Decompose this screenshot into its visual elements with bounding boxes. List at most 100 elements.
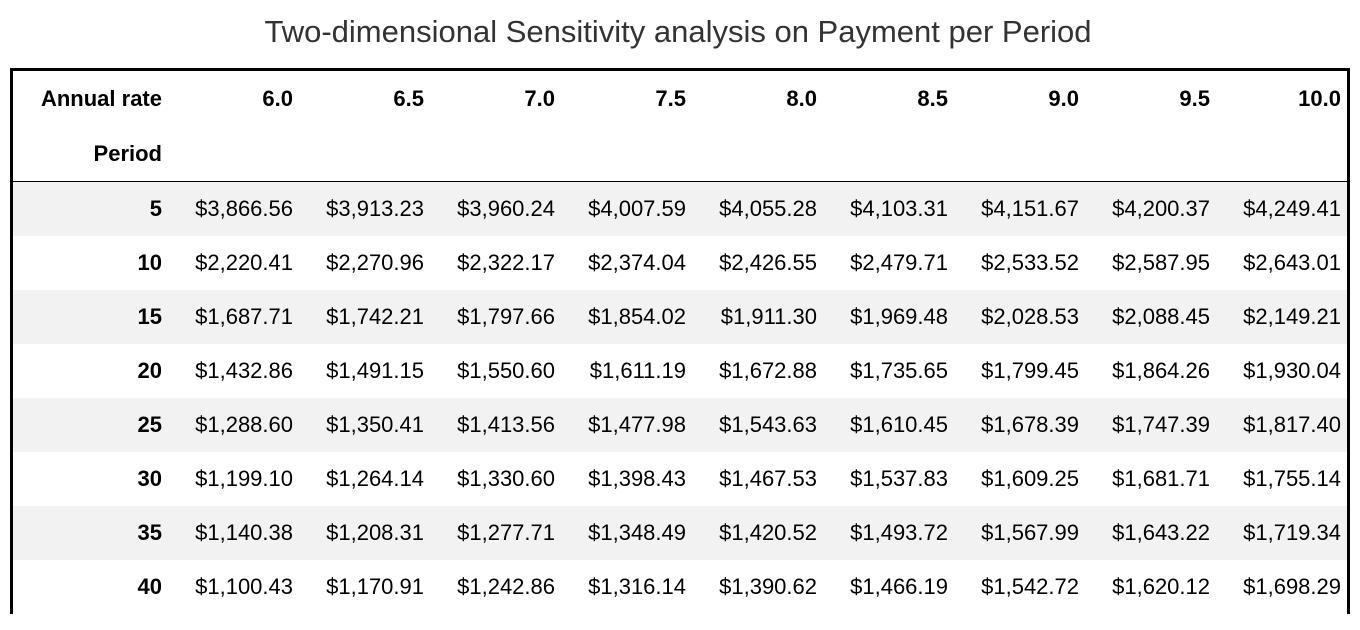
- table-cell: $1,911.30: [720, 304, 817, 329]
- table-row: 20 $1,432.86 $1,491.15 $1,550.60 $1,611.19 $1…: [13, 344, 1347, 398]
- row-label: 10: [137, 250, 162, 275]
- table-cell: $1,611.19: [589, 358, 686, 383]
- table-cell: $1,242.86: [457, 574, 555, 599]
- table-cell: $1,969.48: [850, 304, 948, 329]
- table-cell: $1,420.52: [719, 520, 817, 545]
- table-cell: $1,350.41: [326, 412, 424, 437]
- table-cell: $1,672.88: [719, 358, 817, 383]
- table-cell: $1,208.31: [326, 520, 424, 545]
- table-cell: $2,220.41: [195, 250, 293, 275]
- table-cell: $1,466.19: [850, 574, 948, 599]
- row-label: 5: [149, 196, 162, 221]
- row-label: 30: [137, 466, 162, 491]
- table-row: 30 $1,199.10 $1,264.14 $1,330.60 $1,398.43 $1…: [13, 452, 1347, 506]
- table-row: 15 $1,687.71 $1,742.21 $1,797.66 $1,854.02 $1…: [13, 290, 1347, 344]
- table-cell: $3,913.23: [326, 196, 424, 221]
- table-cell: $1,797.66: [457, 304, 555, 329]
- table-cell: $1,432.86: [195, 358, 293, 383]
- table-cell: $1,477.98: [588, 412, 686, 437]
- table-cell: $1,854.02: [588, 304, 686, 329]
- column-header: 6.5: [393, 86, 424, 111]
- table-cell: $2,479.71: [850, 250, 948, 275]
- table-cell: $3,960.24: [457, 196, 555, 221]
- column-header: 6.0: [262, 86, 293, 111]
- table-cell: $1,755.14: [1243, 466, 1341, 491]
- table-cell: $1,316.14: [588, 574, 686, 599]
- table-cell: $2,426.55: [719, 250, 817, 275]
- table-cell: $1,199.10: [195, 466, 293, 491]
- table-cell: $1,550.60: [457, 358, 555, 383]
- table-cell: $1,620.12: [1112, 574, 1210, 599]
- row-label: 25: [137, 412, 162, 437]
- table-cell: $1,398.43: [588, 466, 686, 491]
- sensitivity-table: Annual rate 6.0 6.5 7.0 7.5 8.0 8.5 9.0 9.5 10.0…: [13, 71, 1347, 614]
- column-header: 9.5: [1179, 86, 1210, 111]
- column-header: 10.0: [1298, 86, 1341, 111]
- table-cell: $1,681.71: [1112, 466, 1210, 491]
- table-row: 10 $2,220.41 $2,270.96 $2,322.17 $2,374.04 $2…: [13, 236, 1347, 290]
- table-cell: $1,264.14: [326, 466, 424, 491]
- table-cell: $1,413.56: [457, 412, 555, 437]
- table-cell: $4,055.28: [719, 196, 817, 221]
- table-header: Annual rate 6.0 6.5 7.0 7.5 8.0 8.5 9.0 9.5 10.0…: [13, 71, 1347, 182]
- row-label: 20: [137, 358, 162, 383]
- table-cell: $1,140.38: [195, 520, 293, 545]
- table-cell: $4,151.67: [981, 196, 1079, 221]
- table-cell: $2,028.53: [981, 304, 1079, 329]
- table-body: 5 $3,866.56 $3,913.23 $3,960.24 $4,007.59 $4,…: [13, 181, 1347, 614]
- table-cell: $1,609.25: [981, 466, 1079, 491]
- table-cell: $2,643.01: [1243, 250, 1341, 275]
- row-label: 35: [137, 520, 162, 545]
- table-cell: $1,567.99: [981, 520, 1079, 545]
- table-cell: $1,170.91: [326, 574, 424, 599]
- row-label: 15: [137, 304, 162, 329]
- table-cell: $1,930.04: [1243, 358, 1341, 383]
- row-label: 40: [137, 574, 162, 599]
- table-cell: $2,088.45: [1112, 304, 1210, 329]
- table-row: 40 $1,100.43 $1,170.91 $1,242.86 $1,316.14 $1…: [13, 560, 1347, 614]
- table-cell: $4,249.41: [1243, 196, 1341, 221]
- table-cell: $1,799.45: [981, 358, 1079, 383]
- column-header: 8.5: [917, 86, 948, 111]
- table-cell: $1,467.53: [719, 466, 817, 491]
- table-cell: $1,735.65: [850, 358, 948, 383]
- table-cell: $2,533.52: [981, 250, 1079, 275]
- table-cell: $1,678.39: [981, 412, 1079, 437]
- table-cell: $1,390.62: [719, 574, 817, 599]
- column-header: 7.5: [655, 86, 686, 111]
- table-cell: $1,864.26: [1112, 358, 1210, 383]
- table-cell: $1,100.43: [195, 574, 293, 599]
- table-cell: $2,322.17: [457, 250, 555, 275]
- table-cell: $1,643.22: [1112, 520, 1210, 545]
- table-row: 35 $1,140.38 $1,208.31 $1,277.71 $1,348.49 $1…: [13, 506, 1347, 560]
- table-cell: $2,270.96: [326, 250, 424, 275]
- table-row: 5 $3,866.56 $3,913.23 $3,960.24 $4,007.59 $4,…: [13, 181, 1347, 236]
- table-cell: $1,277.71: [457, 520, 555, 545]
- column-header: 8.0: [786, 86, 817, 111]
- column-header: 9.0: [1048, 86, 1079, 111]
- table-cell: $1,742.21: [326, 304, 424, 329]
- table-cell: $3,866.56: [195, 196, 293, 221]
- table-cell: $1,817.40: [1243, 412, 1341, 437]
- table-cell: $2,587.95: [1112, 250, 1210, 275]
- table-cell: $1,348.49: [588, 520, 686, 545]
- table-cell: $4,007.59: [588, 196, 686, 221]
- table-row: 25 $1,288.60 $1,350.41 $1,413.56 $1,477.98 $1…: [13, 398, 1347, 452]
- table-cell: $1,537.83: [850, 466, 948, 491]
- column-header: 7.0: [524, 86, 555, 111]
- table-cell: $1,288.60: [195, 412, 293, 437]
- table-cell: $1,330.60: [457, 466, 555, 491]
- table-cell: $1,491.15: [326, 358, 424, 383]
- table-cell: $2,374.04: [588, 250, 686, 275]
- table-cell: $1,698.29: [1243, 574, 1341, 599]
- table-cell: $1,719.34: [1243, 520, 1341, 545]
- page-title: Two-dimensional Sensitivity analysis on …: [264, 14, 1092, 49]
- table-cell: $1,747.39: [1112, 412, 1210, 437]
- sensitivity-table-frame: Annual rate 6.0 6.5 7.0 7.5 8.0 8.5 9.0 9.5 10.0…: [10, 68, 1350, 614]
- table-cell: $2,149.21: [1243, 304, 1341, 329]
- row-axis-label: Period: [93, 141, 162, 166]
- table-cell: $1,610.45: [850, 412, 948, 437]
- column-header-row: Annual rate 6.0 6.5 7.0 7.5 8.0 8.5 9.0 9.5 10.0: [13, 71, 1347, 127]
- table-cell: $1,687.71: [195, 304, 293, 329]
- table-cell: $4,200.37: [1112, 196, 1210, 221]
